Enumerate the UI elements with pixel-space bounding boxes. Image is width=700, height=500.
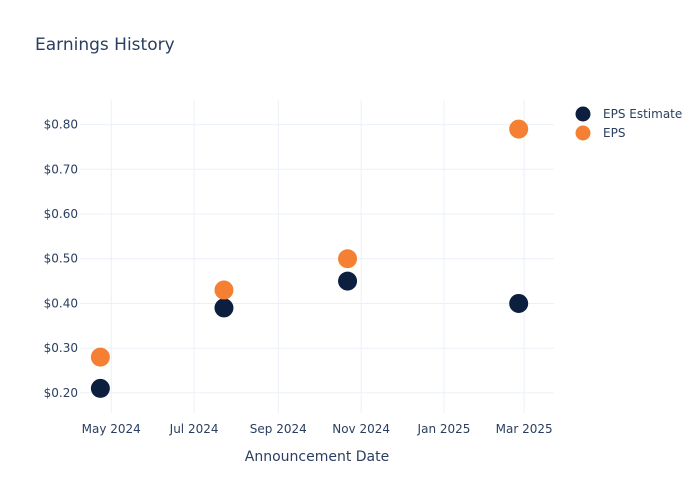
gridlines xyxy=(80,100,554,413)
legend-label: EPS Estimate xyxy=(603,107,682,121)
data-point[interactable] xyxy=(90,347,110,367)
data-point[interactable] xyxy=(90,378,110,398)
data-point[interactable] xyxy=(338,249,358,269)
data-point[interactable] xyxy=(214,298,234,318)
data-point[interactable] xyxy=(338,271,358,291)
legend-marker xyxy=(575,125,591,141)
y-tick-label: $0.40 xyxy=(44,296,78,310)
data-point[interactable] xyxy=(509,119,529,139)
x-tick-label: Nov 2024 xyxy=(332,422,390,436)
y-tick-label: $0.80 xyxy=(44,118,78,132)
x-tick-label: Mar 2025 xyxy=(496,422,553,436)
series-eps-estimate xyxy=(90,271,529,398)
y-tick-label: $0.70 xyxy=(44,162,78,176)
x-axis-ticks: May 2024 Jul 2024 Sep 2024 Nov 2024 Jan 2025… xyxy=(82,422,553,436)
data-point[interactable] xyxy=(214,280,234,300)
legend[interactable]: EPS Estimate EPS xyxy=(575,106,683,141)
x-tick-label: May 2024 xyxy=(82,422,141,436)
plot-area xyxy=(90,119,529,398)
legend-item[interactable]: EPS Estimate xyxy=(575,106,683,122)
series-eps xyxy=(90,119,529,367)
data-point[interactable] xyxy=(509,293,529,313)
x-axis-title: Announcement Date xyxy=(245,449,389,465)
x-tick-label: Jul 2024 xyxy=(169,422,219,436)
y-tick-label: $0.50 xyxy=(44,252,78,266)
y-axis-ticks: $0.20 $0.30 $0.40 $0.50 $0.60 $0.70 $0.80 xyxy=(44,118,78,400)
x-tick-label: Jan 2025 xyxy=(417,422,471,436)
legend-label: EPS xyxy=(603,126,625,140)
x-tick-label: Sep 2024 xyxy=(250,422,307,436)
legend-item[interactable]: EPS xyxy=(575,125,626,141)
chart-title: Earnings History xyxy=(35,35,175,55)
y-tick-label: $0.60 xyxy=(44,207,78,221)
legend-marker xyxy=(575,106,591,122)
y-tick-label: $0.30 xyxy=(44,341,78,355)
y-tick-label: $0.20 xyxy=(44,386,78,400)
